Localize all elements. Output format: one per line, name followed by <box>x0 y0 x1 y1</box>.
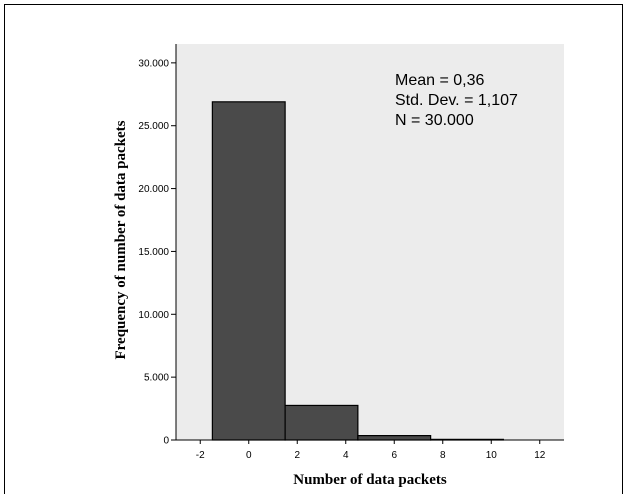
y-tick-label: 10.000 <box>138 310 169 321</box>
x-tick-label: 0 <box>246 450 252 461</box>
y-tick-label: 25.000 <box>138 121 169 132</box>
axes-group <box>175 44 564 441</box>
histogram-bar-1 <box>211 101 286 441</box>
stats-annotation: Mean = 0,36 Std. Dev. = 1,107 N = 30.000 <box>395 72 518 129</box>
stats-line-1: Mean = 0,36 <box>395 72 485 89</box>
x-axis-label: Number of data packets <box>293 472 447 488</box>
y-tick-label: 15.000 <box>138 247 169 258</box>
y-tick-label: 30.000 <box>138 58 169 69</box>
stats-line-2: Std. Dev. = 1,107 <box>395 92 518 109</box>
x-tick-label: 8 <box>440 450 446 461</box>
histogram-bar-3 <box>357 435 432 441</box>
x-tick-label: 12 <box>534 450 546 461</box>
x-tick-label: 10 <box>486 450 498 461</box>
x-tick-label: 6 <box>391 450 397 461</box>
x-ticks-group: -2 0 2 4 6 8 10 12 <box>196 440 546 461</box>
y-axis-label: Frequency of number of data packets <box>113 120 129 359</box>
x-tick-label: -2 <box>196 450 205 461</box>
y-tick-label: 0 <box>163 436 169 447</box>
histogram-bar-2 <box>284 404 359 441</box>
y-tick-label: 20.000 <box>138 184 169 195</box>
stats-line-3: N = 30.000 <box>395 112 474 129</box>
y-ticks-group: 0 5.000 10.000 15.000 20.000 25.000 30.000 <box>138 58 176 447</box>
y-tick-label: 5.000 <box>144 373 169 384</box>
x-tick-label: 2 <box>294 450 300 461</box>
x-tick-label: 4 <box>343 450 349 461</box>
